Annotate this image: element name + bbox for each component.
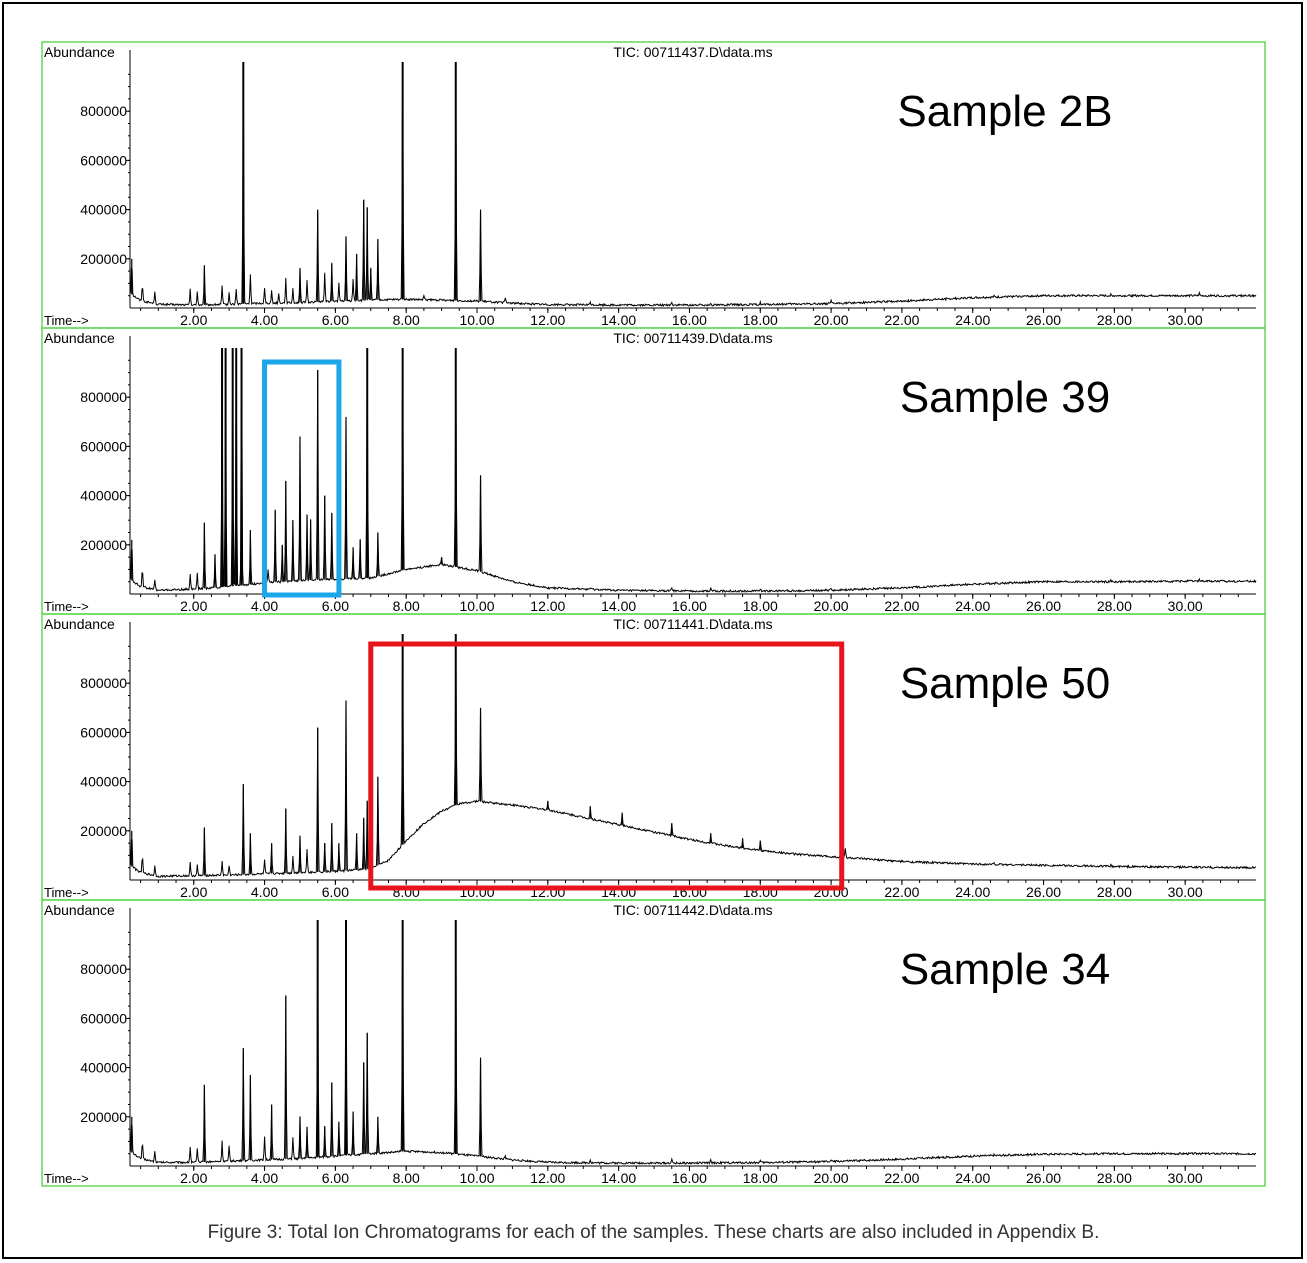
chart-title: TIC: 00711437.D\data.ms bbox=[613, 44, 772, 60]
x-tick-label: 10.00 bbox=[459, 1170, 494, 1186]
x-tick-label: 16.00 bbox=[672, 598, 707, 614]
y-tick-label: 200000 bbox=[80, 251, 127, 267]
x-tick-label: 2.00 bbox=[180, 598, 207, 614]
x-tick-label: 28.00 bbox=[1097, 884, 1132, 900]
x-tick-label: 22.00 bbox=[884, 884, 919, 900]
y-axis-label: Abundance bbox=[44, 330, 115, 346]
x-tick-label: 10.00 bbox=[459, 598, 494, 614]
x-tick-label: 2.00 bbox=[180, 1170, 207, 1186]
x-axis-label: Time--> bbox=[44, 599, 89, 614]
y-tick-label: 200000 bbox=[80, 537, 127, 553]
sample-label: Sample 2B bbox=[897, 87, 1112, 136]
x-tick-label: 4.00 bbox=[251, 312, 278, 328]
x-tick-label: 12.00 bbox=[530, 598, 565, 614]
y-tick-label: 800000 bbox=[80, 103, 127, 119]
x-tick-label: 14.00 bbox=[601, 1170, 636, 1186]
x-tick-label: 24.00 bbox=[955, 598, 990, 614]
x-tick-label: 10.00 bbox=[459, 312, 494, 328]
y-axis-label: Abundance bbox=[44, 902, 115, 918]
sample-label: Sample 50 bbox=[900, 659, 1110, 708]
x-tick-label: 28.00 bbox=[1097, 1170, 1132, 1186]
sample-label: Sample 39 bbox=[900, 373, 1110, 422]
y-tick-label: 400000 bbox=[80, 774, 127, 790]
x-tick-label: 2.00 bbox=[180, 312, 207, 328]
x-tick-label: 2.00 bbox=[180, 884, 207, 900]
y-tick-label: 600000 bbox=[80, 438, 127, 454]
x-tick-label: 6.00 bbox=[322, 312, 349, 328]
x-tick-label: 26.00 bbox=[1026, 312, 1061, 328]
panel-border bbox=[41, 899, 1266, 1187]
y-tick-label: 800000 bbox=[80, 675, 127, 691]
x-axis-label: Time--> bbox=[44, 885, 89, 900]
panel-border bbox=[41, 613, 1266, 901]
x-tick-label: 30.00 bbox=[1168, 312, 1203, 328]
y-tick-label: 400000 bbox=[80, 202, 127, 218]
x-axis-label: Time--> bbox=[44, 313, 89, 328]
chart-title: TIC: 00711442.D\data.ms bbox=[613, 902, 772, 918]
x-tick-label: 24.00 bbox=[955, 1170, 990, 1186]
x-tick-label: 18.00 bbox=[743, 312, 778, 328]
x-tick-label: 26.00 bbox=[1026, 1170, 1061, 1186]
x-tick-label: 18.00 bbox=[743, 1170, 778, 1186]
x-axis-label: Time--> bbox=[44, 1171, 89, 1186]
tic-trace bbox=[129, 347, 1257, 594]
x-tick-label: 30.00 bbox=[1168, 1170, 1203, 1186]
x-tick-label: 24.00 bbox=[955, 312, 990, 328]
y-tick-label: 800000 bbox=[80, 389, 127, 405]
x-tick-label: 30.00 bbox=[1168, 884, 1203, 900]
x-tick-label: 22.00 bbox=[884, 312, 919, 328]
x-tick-label: 6.00 bbox=[322, 598, 349, 614]
x-tick-label: 12.00 bbox=[530, 312, 565, 328]
x-tick-label: 24.00 bbox=[955, 884, 990, 900]
highlight-box-blue bbox=[262, 359, 342, 598]
x-tick-label: 16.00 bbox=[672, 312, 707, 328]
x-tick-label: 18.00 bbox=[743, 598, 778, 614]
chart-panel-2: Abundance TIC: 00711441.D\data.ms Time--> S… bbox=[41, 613, 1266, 901]
chart-panel-0: Abundance TIC: 00711437.D\data.ms Time--> S… bbox=[41, 41, 1266, 329]
panel-border bbox=[41, 41, 1266, 329]
x-tick-label: 22.00 bbox=[884, 1170, 919, 1186]
chart-title: TIC: 00711439.D\data.ms bbox=[613, 330, 772, 346]
y-tick-label: 200000 bbox=[80, 1109, 127, 1125]
x-tick-label: 12.00 bbox=[530, 1170, 565, 1186]
y-tick-label: 600000 bbox=[80, 1010, 127, 1026]
x-tick-label: 30.00 bbox=[1168, 598, 1203, 614]
x-tick-label: 14.00 bbox=[601, 598, 636, 614]
x-tick-label: 16.00 bbox=[672, 1170, 707, 1186]
x-tick-label: 20.00 bbox=[814, 1170, 849, 1186]
x-tick-label: 26.00 bbox=[1026, 884, 1061, 900]
y-axis-label: Abundance bbox=[44, 44, 115, 60]
y-tick-label: 600000 bbox=[80, 152, 127, 168]
figure-caption: Figure 3: Total Ion Chromatograms for ea… bbox=[207, 1222, 1100, 1243]
x-tick-label: 4.00 bbox=[251, 1170, 278, 1186]
y-tick-label: 200000 bbox=[80, 823, 127, 839]
sample-label: Sample 34 bbox=[900, 945, 1110, 994]
x-tick-label: 26.00 bbox=[1026, 598, 1061, 614]
x-tick-label: 14.00 bbox=[601, 312, 636, 328]
x-tick-label: 28.00 bbox=[1097, 598, 1132, 614]
chart-panel-3: Abundance TIC: 00711442.D\data.ms Time--> S… bbox=[41, 899, 1266, 1187]
x-tick-label: 28.00 bbox=[1097, 312, 1132, 328]
x-tick-label: 8.00 bbox=[393, 1170, 420, 1186]
x-tick-label: 6.00 bbox=[322, 884, 349, 900]
x-tick-label: 8.00 bbox=[393, 312, 420, 328]
y-tick-label: 800000 bbox=[80, 961, 127, 977]
highlight-box-red bbox=[368, 641, 845, 891]
x-tick-label: 8.00 bbox=[393, 598, 420, 614]
x-tick-label: 20.00 bbox=[814, 312, 849, 328]
chart-panel-1: Abundance TIC: 00711439.D\data.ms Time--> S… bbox=[41, 327, 1266, 615]
x-tick-label: 22.00 bbox=[884, 598, 919, 614]
x-tick-label: 4.00 bbox=[251, 884, 278, 900]
chart-title: TIC: 00711441.D\data.ms bbox=[613, 616, 772, 632]
y-tick-label: 600000 bbox=[80, 724, 127, 740]
y-tick-label: 400000 bbox=[80, 1060, 127, 1076]
x-tick-label: 4.00 bbox=[251, 598, 278, 614]
y-axis-label: Abundance bbox=[44, 616, 115, 632]
x-tick-label: 20.00 bbox=[814, 598, 849, 614]
x-tick-label: 6.00 bbox=[322, 1170, 349, 1186]
y-tick-label: 400000 bbox=[80, 488, 127, 504]
